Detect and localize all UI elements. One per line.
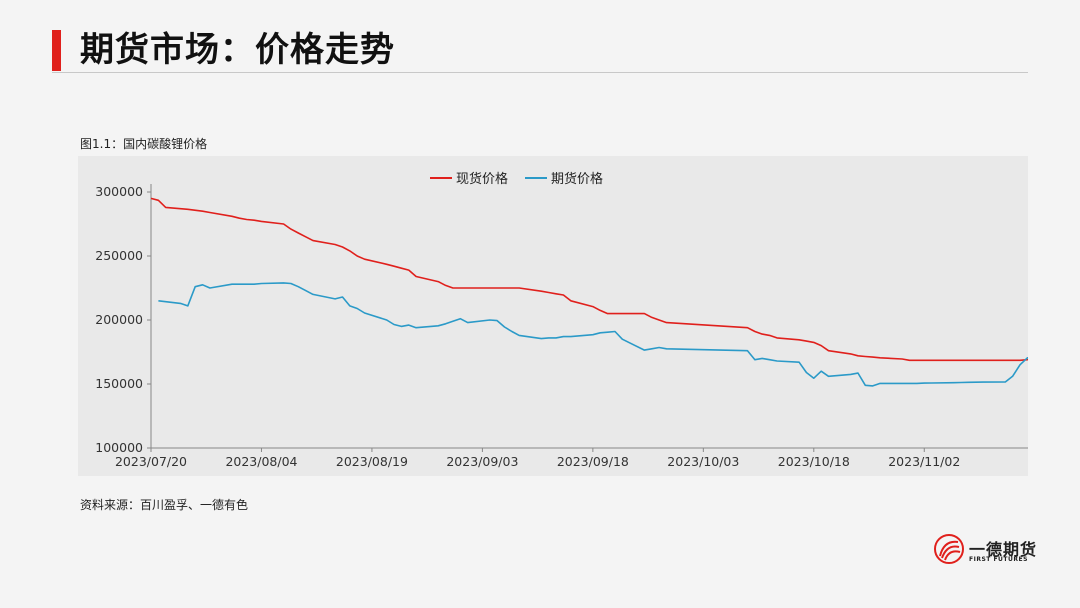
- y-tick-label: 100000: [95, 440, 143, 455]
- y-tick-label: 150000: [95, 376, 143, 391]
- x-tick-label: 2023/08/19: [336, 454, 408, 469]
- logo-name-cn: 一德期货: [969, 540, 1038, 559]
- title-accent-bar: [52, 30, 61, 71]
- x-tick-label: 2023/08/04: [225, 454, 297, 469]
- company-logo: 一德期货 FIRST FUTURES: [934, 534, 1038, 568]
- chart-panel: 100000 150000 200000 250000 300000 2023/07/20…: [78, 156, 1028, 476]
- y-tick-label: 200000: [95, 312, 143, 327]
- source-note: 资料来源：百川盈孚、一德有色: [80, 498, 249, 512]
- legend-label-spot: 现货价格: [456, 171, 508, 187]
- futures-price-line: [158, 282, 1028, 387]
- x-tick-label: 2023/10/18: [778, 454, 850, 469]
- x-tick-label: 2023/09/18: [557, 454, 629, 469]
- x-tick-label: 2023/09/03: [446, 454, 518, 469]
- legend-label-futures: 期货价格: [551, 171, 603, 187]
- line-chart: 100000 150000 200000 250000 300000 2023/07/20…: [95, 171, 1028, 469]
- x-tick-label: 2023/11/02: [888, 454, 960, 469]
- logo-name-en: FIRST FUTURES: [969, 556, 1028, 563]
- x-tick-label: 2023/07/20: [115, 454, 187, 469]
- page-title: 期货市场：价格走势: [80, 30, 395, 70]
- y-tick-label: 250000: [95, 248, 143, 263]
- figure-caption: 图1.1：国内碳酸锂价格: [80, 137, 208, 151]
- x-tick-label: 2023/10/03: [667, 454, 739, 469]
- logo-mark-icon: [934, 534, 964, 564]
- title-divider: [52, 72, 1028, 73]
- spot-price-line: [150, 197, 1028, 362]
- y-tick-label: 300000: [95, 184, 143, 199]
